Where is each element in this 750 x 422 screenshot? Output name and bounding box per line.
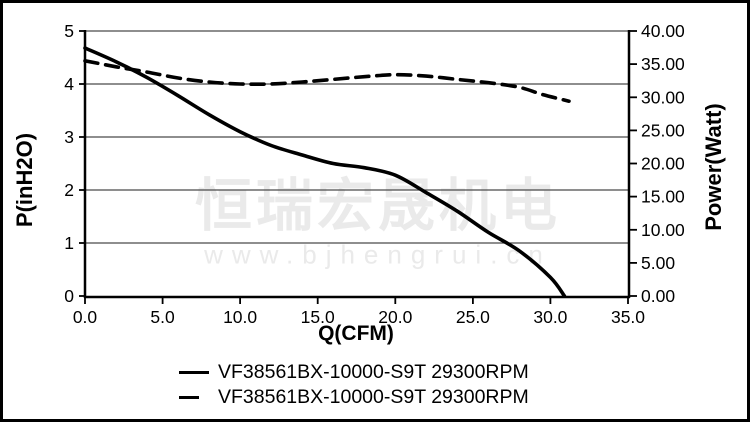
y-axis-title-right: Power(Watt)	[701, 103, 726, 231]
y-right-tick-label: 10.00	[641, 220, 685, 240]
y-left-tick-label: 0	[64, 286, 74, 306]
legend-item-power: VF38561BX-10000-S9T 29300RPM	[179, 385, 529, 410]
x-tick-label: 10.0	[223, 307, 257, 327]
y-left-tick-label: 1	[64, 233, 74, 253]
y-right-tick-label: 20.00	[641, 154, 685, 174]
x-axis-title: Q(CFM)	[318, 322, 394, 345]
x-tick-label: 0.0	[73, 307, 98, 327]
y-right-tick-label: 5.00	[641, 253, 675, 273]
x-tick-label: 20.0	[378, 307, 412, 327]
y-axis-title-left: P(inH2O)	[12, 132, 37, 228]
chart-plot-area: 0.0 5.0 10.0 15.0 20.0 25.0 30.0 35.00123450.00…	[64, 21, 685, 327]
pressure-curve	[83, 46, 567, 298]
dashed-line-swatch-icon	[179, 396, 199, 399]
x-tick-label: 25.0	[456, 307, 490, 327]
legend-item-pressure: VF38561BX-10000-S9T 29300RPM	[179, 360, 529, 385]
solid-line-swatch-icon	[179, 371, 209, 374]
legend: VF38561BX-10000-S9T 29300RPM VF38561BX-1…	[179, 360, 529, 410]
power-curve	[83, 59, 571, 103]
x-tick-label: 30.0	[533, 307, 567, 327]
x-tick-label: 15.0	[301, 307, 335, 327]
y-left-tick-label: 3	[64, 127, 74, 147]
y-right-tick-label: 25.00	[641, 120, 685, 140]
y-right-tick-label: 30.00	[641, 87, 685, 107]
y-left-tick-label: 4	[64, 74, 74, 94]
y-left-tick-label: 2	[64, 180, 74, 200]
y-right-tick-label: 40.00	[641, 21, 685, 41]
legend-label: VF38561BX-10000-S9T 29300RPM	[218, 386, 529, 408]
y-left-tick-label: 5	[64, 21, 74, 41]
legend-label: VF38561BX-10000-S9T 29300RPM	[218, 361, 529, 383]
y-right-tick-label: 0.00	[641, 286, 675, 306]
x-tick-label: 35.0	[611, 307, 645, 327]
y-right-tick-label: 35.00	[641, 54, 685, 74]
y-right-tick-label: 15.00	[641, 187, 685, 207]
x-tick-label: 5.0	[150, 307, 175, 327]
